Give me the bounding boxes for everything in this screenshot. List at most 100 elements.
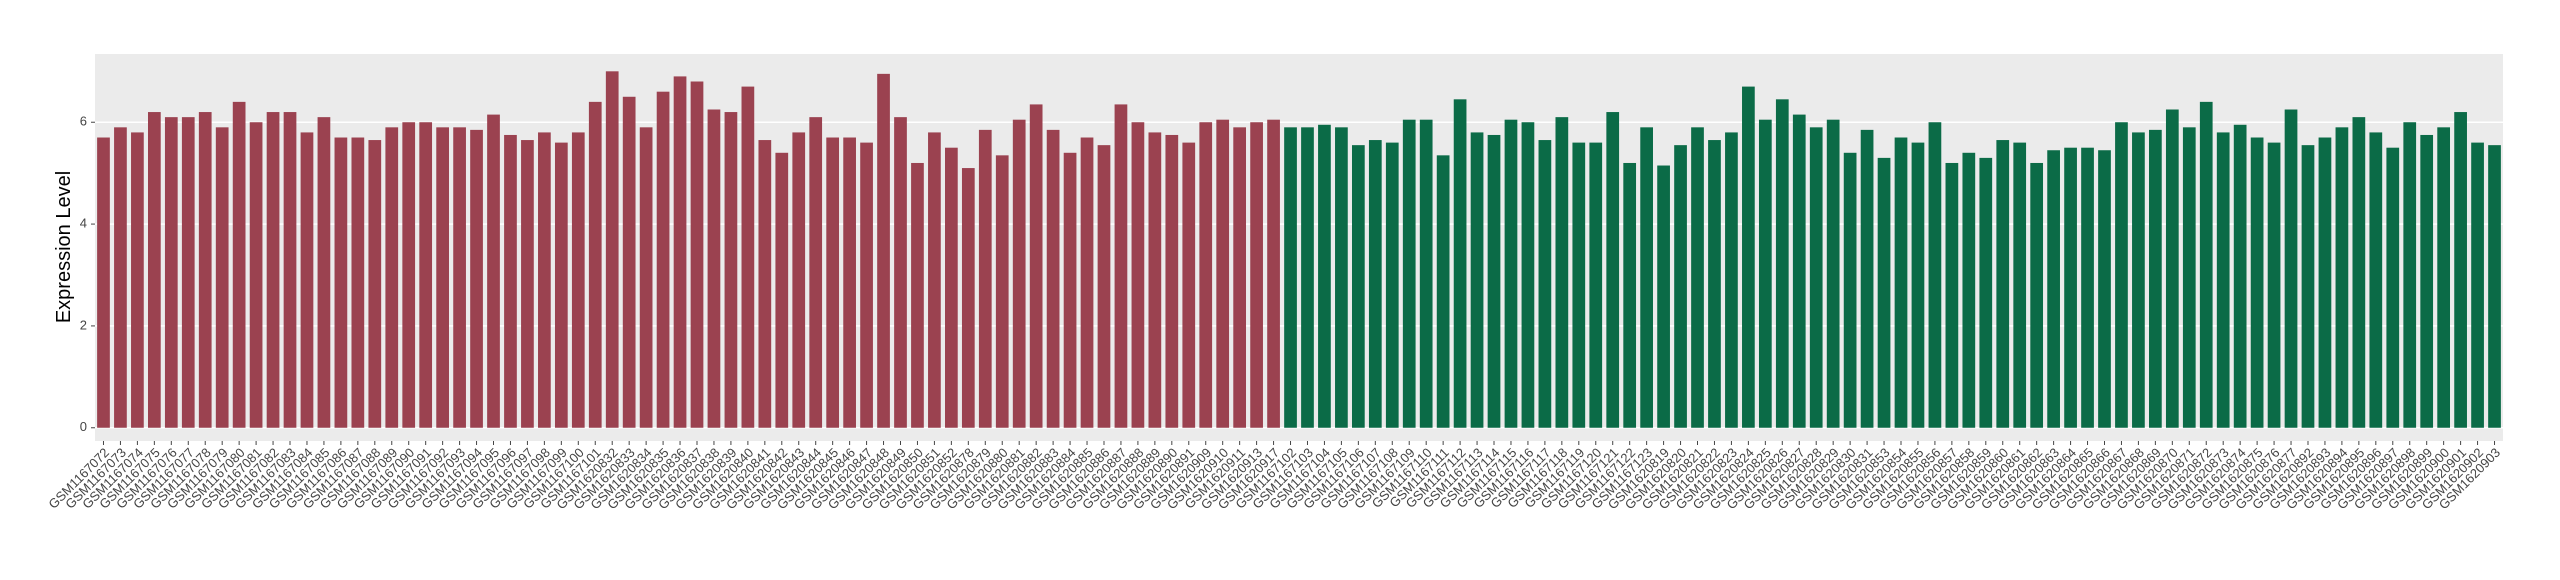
bar <box>2420 134 2434 428</box>
bar <box>1267 119 1280 428</box>
bar <box>978 129 992 428</box>
bar <box>1708 140 1721 428</box>
bar <box>2165 109 2179 428</box>
bar <box>2047 150 2060 428</box>
bar <box>2013 142 2027 428</box>
bar <box>2149 129 2162 428</box>
bar <box>2352 117 2366 428</box>
bar <box>2318 137 2332 428</box>
bar <box>1758 119 1772 428</box>
bar <box>1860 129 1874 428</box>
bar <box>1385 142 1399 428</box>
bar <box>1623 162 1637 428</box>
bar <box>419 122 433 428</box>
bar <box>470 129 483 428</box>
bar <box>1572 142 1586 428</box>
bar <box>741 86 755 428</box>
bar <box>2488 145 2501 428</box>
bar <box>1521 122 1535 428</box>
bar <box>368 140 382 428</box>
y-tick-label: 2 <box>80 317 87 332</box>
bar <box>554 142 568 428</box>
bar <box>622 96 636 428</box>
bar <box>1029 104 1043 428</box>
bar <box>334 137 348 428</box>
bar <box>2132 132 2145 428</box>
bar <box>402 122 416 428</box>
y-axis-label: Expression Level <box>53 171 75 323</box>
bar <box>1979 157 1993 428</box>
bar <box>1589 142 1603 428</box>
bar <box>1877 157 1891 428</box>
bar <box>198 112 212 428</box>
bar <box>453 127 466 428</box>
bar <box>1114 104 1128 428</box>
bar <box>181 117 195 428</box>
bar <box>1809 127 1823 428</box>
bar <box>1894 137 1908 428</box>
bar <box>2182 127 2196 428</box>
bar <box>877 73 890 428</box>
bar <box>1606 112 1620 428</box>
bar <box>2403 122 2417 428</box>
bar <box>1368 140 1382 428</box>
bar <box>1012 119 1026 428</box>
bar <box>1657 165 1670 428</box>
bar <box>1843 152 1857 428</box>
bar <box>1080 137 1094 428</box>
bar <box>1725 132 1738 428</box>
bar <box>656 91 670 428</box>
y-tick-label: 4 <box>80 216 87 231</box>
bar <box>673 76 687 428</box>
bar <box>1691 127 1704 428</box>
bar <box>1097 145 1111 428</box>
bar <box>2216 132 2230 428</box>
bar <box>1962 152 1976 428</box>
bar <box>2081 147 2094 428</box>
bar <box>1538 140 1552 428</box>
bar <box>860 142 873 428</box>
bar <box>1996 140 2010 428</box>
y-tick-label: 0 <box>80 419 87 434</box>
bar <box>1419 119 1433 428</box>
bar <box>1453 99 1467 428</box>
bar <box>1284 127 1297 428</box>
bar <box>1674 145 1687 428</box>
bar <box>1063 152 1077 428</box>
bar <box>1470 132 1484 428</box>
bar <box>147 112 161 428</box>
bar <box>538 132 551 428</box>
bar <box>639 127 653 428</box>
y-tick-label: 6 <box>80 114 87 129</box>
bar <box>1826 119 1840 428</box>
bar <box>690 81 704 428</box>
bar <box>945 147 958 428</box>
bar <box>114 127 127 428</box>
bar <box>504 134 517 428</box>
bar <box>1335 127 1348 428</box>
bar <box>232 101 246 428</box>
bar <box>1487 134 1501 428</box>
bar <box>1046 129 1060 428</box>
bar <box>215 127 229 428</box>
bar <box>300 132 314 428</box>
bar <box>1911 142 1925 428</box>
bar <box>826 137 840 428</box>
bar <box>487 114 500 428</box>
bar <box>1250 122 1263 428</box>
bar <box>266 112 280 428</box>
bar <box>2267 142 2281 428</box>
bar <box>2471 142 2484 428</box>
bar <box>164 117 178 428</box>
bar <box>1131 122 1145 428</box>
bar <box>995 155 1009 428</box>
bar <box>1216 119 1230 428</box>
bar <box>1504 119 1518 428</box>
bar <box>911 162 924 428</box>
bar <box>283 112 297 428</box>
bar <box>249 122 263 428</box>
bar <box>1182 142 1196 428</box>
bar <box>1775 99 1789 428</box>
